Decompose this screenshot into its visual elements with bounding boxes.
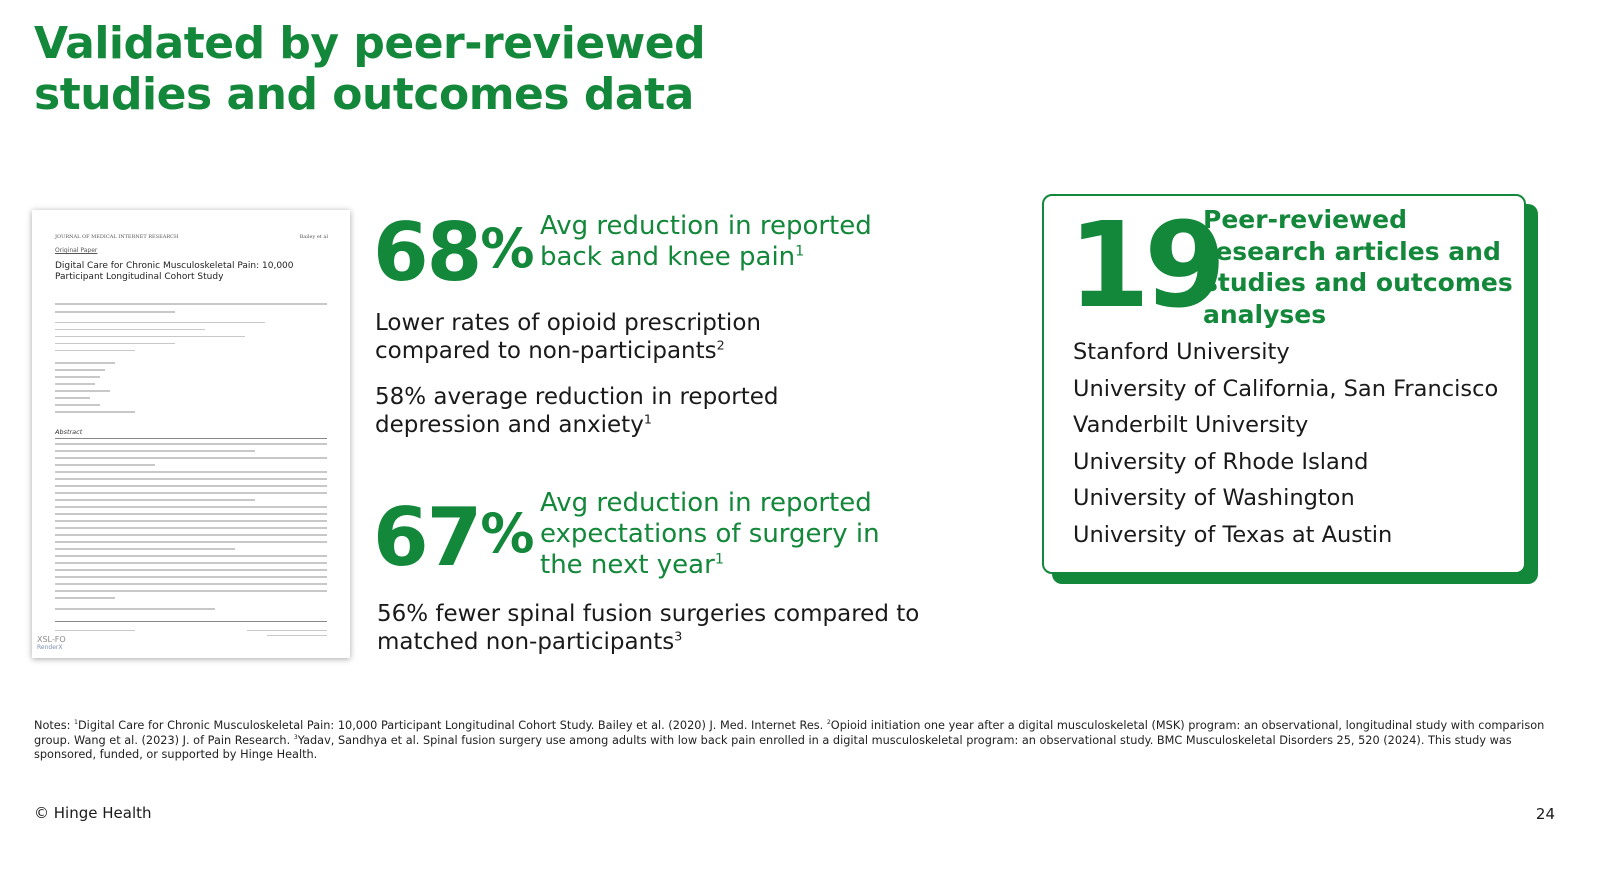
paper-text-line [55,548,235,550]
footer-copyright: © Hinge Health [34,804,152,822]
university-item: University of California, San Francisco [1073,375,1499,402]
paper-abstract-heading: Abstract [55,428,83,436]
paper-type: Original Paper [55,247,98,254]
page-number: 24 [1535,805,1555,823]
paper-text-line [55,457,327,459]
stat-depression-text: 58% average reduction in reported depres… [375,384,779,438]
research-card [1042,194,1526,574]
paper-rule [55,438,327,439]
research-count: 19 [1068,196,1226,334]
stat-pain-label: Avg reduction in reported back and knee … [540,211,872,272]
stat-fusion-text: 56% fewer spinal fusion surgeries compar… [377,601,920,655]
paper-watermark: XSL-FO RenderX [37,635,66,652]
paper-text-line [55,576,327,578]
paper-text-line [55,322,265,323]
stat-pain-value: 68% [373,206,535,299]
stat-surgery-unit: % [480,502,535,565]
stat-surgery-value: 67% [373,491,535,584]
paper-text-line [55,506,327,508]
paper-text-line [55,390,110,392]
paper-text-line [55,513,327,515]
university-item: University of Texas at Austin [1073,521,1393,548]
stat-opioid-text: Lower rates of opioid prescription compa… [375,310,761,364]
university-item: University of Washington [1073,485,1355,512]
paper-authors-short: Bailey et al [299,234,328,240]
paper-text-line [55,630,135,631]
paper-text-line [55,311,175,313]
title-line-1: Validated by peer-reviewed [34,18,706,69]
paper-text-line [55,608,215,610]
paper-text-line [55,478,327,480]
research-label: Peer-reviewed research articles and stud… [1203,205,1513,329]
paper-thumbnail: JOURNAL OF MEDICAL INTERNET RESEARCH Bai… [32,210,350,658]
paper-text-line [55,404,100,406]
paper-text-line [55,464,155,466]
paper-text-line [55,443,327,445]
paper-text-line [55,499,255,501]
paper-text-line [55,376,100,378]
title-line-2: studies and outcomes data [34,69,694,120]
paper-text-line [55,303,327,305]
paper-text-line [55,450,255,452]
paper-text-line [55,520,327,522]
paper-text-line [55,383,95,385]
paper-text-line [55,569,327,571]
footnotes: Notes: 1Digital Care for Chronic Musculo… [34,719,1545,762]
paper-text-line [55,562,327,564]
paper-text-line [247,630,327,631]
paper-text-line [55,534,327,536]
paper-text-line [55,336,245,337]
paper-journal: JOURNAL OF MEDICAL INTERNET RESEARCH [55,234,179,240]
paper-text-line [55,471,327,473]
paper-text-line [55,597,115,599]
paper-text-line [55,583,327,585]
paper-text-line [55,369,105,371]
paper-text-line [55,555,327,557]
university-item: University of Rhode Island [1073,448,1369,475]
paper-text-line [267,635,327,636]
paper-text-line [55,362,115,364]
paper-rule [55,621,327,622]
university-item: Vanderbilt University [1073,412,1309,439]
stat-pain-unit: % [480,217,535,280]
paper-text-line [55,350,135,351]
paper-text-line [55,411,135,413]
paper-text-line [55,492,327,494]
paper-text-line [55,541,327,543]
page-title: Validated by peer-reviewed studies and o… [34,18,734,120]
paper-text-line [55,397,90,399]
paper-text-line [55,590,327,592]
stat-surgery-label: Avg reduction in reported expectations o… [540,488,880,580]
university-list: Stanford University University of Califo… [1073,334,1498,554]
paper-text-line [55,485,327,487]
paper-text-line [55,527,327,529]
paper-text-line [55,329,205,330]
paper-title: Digital Care for Chronic Musculoskeletal… [55,261,294,282]
university-item: Stanford University [1073,339,1290,365]
paper-text-line [55,343,175,344]
